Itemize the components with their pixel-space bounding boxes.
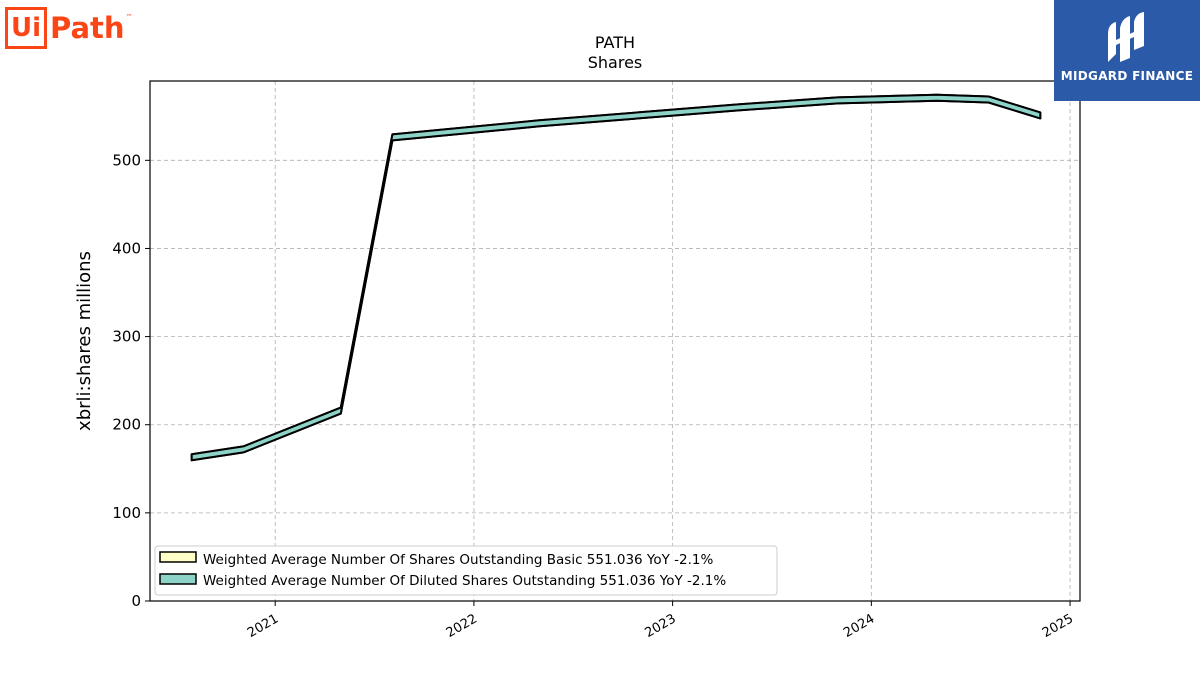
y-tick-label: 400 [112,239,141,257]
y-tick-label: 100 [112,504,141,522]
chart-subtitle: Shares [588,53,643,72]
grid-lines [150,81,1080,601]
y-axis-label: xbrli:shares millions [74,251,95,431]
x-tick-label: 2021 [245,611,281,641]
y-tick-label: 300 [112,328,141,346]
chart-title: PATH [595,33,635,52]
x-tick-label: 2022 [444,611,480,641]
y-tick-label: 0 [131,592,141,610]
series-layer [190,93,1042,462]
midgard-finance-logo: MIDGARD FINANCE [1054,0,1200,101]
legend-entry-diluted: Weighted Average Number Of Diluted Share… [203,573,726,589]
x-axis: 2021 2022 2023 2024 2025 [245,601,1076,641]
midgard-logo-icon [1108,12,1144,62]
series-basic-shares-band [190,93,1042,462]
legend-swatch-basic [159,551,197,563]
x-tick-label: 2025 [1040,611,1076,641]
midgard-logo-text: MIDGARD FINANCE [1060,69,1194,83]
plot-frame [149,80,1081,602]
x-tick-label: 2023 [642,611,678,641]
y-tick-label: 200 [112,416,141,434]
uipath-logo-mark: Ui [5,7,47,49]
trademark-symbol: ™ [125,13,133,21]
legend: Weighted Average Number Of Shares Outsta… [154,545,778,596]
legend-entry-basic: Weighted Average Number Of Shares Outsta… [203,552,714,568]
y-axis: 0 100 200 300 400 500 [112,151,150,610]
x-tick-label: 2024 [841,611,877,641]
y-tick-label: 500 [112,151,141,169]
uipath-logo: Ui Path ™ [5,5,133,51]
legend-box [154,545,778,596]
legend-swatch-diluted [159,573,197,585]
uipath-logo-word: Path [50,11,125,45]
series-diluted-shares-band [190,93,1042,462]
